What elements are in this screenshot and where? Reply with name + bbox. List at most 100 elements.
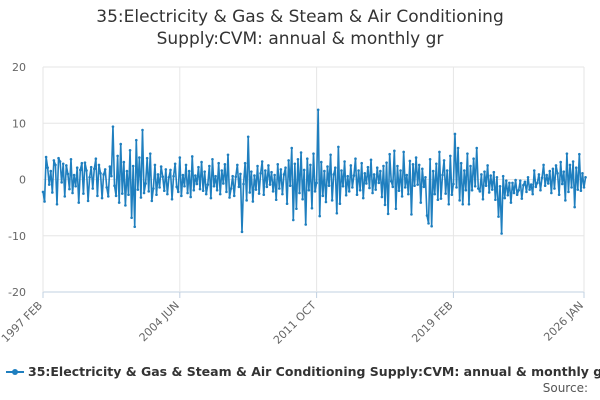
data-point[interactable] [217, 161, 220, 165]
data-point[interactable] [584, 175, 587, 179]
data-point[interactable] [200, 160, 203, 164]
data-point[interactable] [215, 188, 219, 192]
data-point[interactable] [529, 183, 533, 186]
data-point[interactable] [379, 169, 382, 173]
data-point[interactable] [181, 173, 185, 177]
data-point[interactable] [189, 195, 192, 199]
data-point[interactable] [354, 157, 357, 160]
data-point[interactable] [579, 189, 583, 193]
data-point[interactable] [288, 184, 292, 187]
data-point[interactable] [391, 185, 395, 189]
data-point[interactable] [248, 191, 252, 194]
data-point[interactable] [351, 186, 354, 189]
data-point[interactable] [338, 202, 342, 205]
data-point[interactable] [124, 204, 127, 207]
data-point[interactable] [82, 192, 85, 195]
data-point[interactable] [433, 192, 437, 196]
data-point[interactable] [531, 192, 534, 196]
data-point[interactable] [246, 135, 250, 139]
data-point[interactable] [206, 183, 210, 186]
data-point[interactable] [77, 201, 81, 204]
data-point[interactable] [194, 174, 197, 177]
data-point[interactable] [186, 191, 189, 195]
data-point[interactable] [551, 167, 555, 171]
data-point[interactable] [234, 175, 238, 178]
data-point[interactable] [517, 188, 521, 192]
data-point[interactable] [484, 184, 488, 187]
data-point[interactable] [554, 164, 558, 167]
data-point[interactable] [498, 184, 502, 188]
data-point[interactable] [68, 187, 71, 191]
data-point[interactable] [310, 206, 314, 210]
data-point[interactable] [110, 174, 113, 178]
data-point[interactable] [536, 181, 539, 185]
data-point[interactable] [106, 195, 110, 198]
data-point[interactable] [214, 174, 217, 178]
data-point[interactable] [377, 181, 381, 185]
data-point[interactable] [346, 174, 350, 178]
data-point[interactable] [410, 213, 413, 216]
data-point[interactable] [284, 166, 287, 169]
data-point[interactable] [51, 191, 54, 194]
data-point[interactable] [128, 148, 132, 152]
data-point[interactable] [133, 225, 137, 229]
data-point[interactable] [444, 192, 447, 195]
data-point[interactable] [365, 182, 368, 185]
data-point[interactable] [546, 182, 550, 185]
data-point[interactable] [267, 164, 270, 167]
data-point[interactable] [483, 170, 486, 173]
data-point[interactable] [571, 160, 575, 163]
data-point[interactable] [72, 173, 76, 177]
data-point[interactable] [369, 158, 373, 162]
data-point[interactable] [209, 196, 213, 200]
data-point[interactable] [385, 161, 388, 164]
data-point[interactable] [108, 165, 112, 168]
data-point[interactable] [183, 184, 186, 188]
data-point[interactable] [509, 201, 513, 204]
data-point[interactable] [574, 166, 578, 169]
data-point[interactable] [232, 194, 236, 198]
data-point[interactable] [341, 184, 345, 188]
data-point[interactable] [511, 181, 514, 185]
data-point[interactable] [43, 200, 46, 203]
data-point[interactable] [421, 167, 424, 171]
data-point[interactable] [472, 157, 475, 160]
data-point[interactable] [93, 167, 96, 171]
data-point[interactable] [335, 211, 339, 215]
data-point[interactable] [65, 164, 68, 167]
data-point[interactable] [243, 161, 247, 165]
data-point[interactable] [413, 184, 416, 187]
data-point[interactable] [557, 193, 561, 196]
data-point[interactable] [178, 156, 182, 159]
data-point[interactable] [450, 193, 454, 196]
data-point[interactable] [318, 214, 322, 218]
data-point[interactable] [176, 190, 180, 194]
data-point[interactable] [103, 168, 107, 171]
data-point[interactable] [144, 182, 147, 185]
data-point[interactable] [576, 188, 580, 191]
data-point[interactable] [281, 192, 284, 196]
data-point[interactable] [170, 197, 174, 201]
data-point[interactable] [313, 190, 317, 193]
data-point[interactable] [197, 165, 200, 169]
data-point[interactable] [537, 173, 541, 176]
data-point[interactable] [467, 202, 471, 206]
legend[interactable]: 35:Electricity & Gas & Steam & Air Condi… [6, 364, 600, 379]
data-point[interactable] [99, 172, 102, 175]
data-point[interactable] [259, 172, 262, 175]
data-point[interactable] [282, 173, 286, 176]
data-point[interactable] [382, 164, 385, 168]
data-point[interactable] [333, 166, 337, 169]
data-point[interactable] [455, 186, 458, 189]
data-point[interactable] [427, 222, 430, 225]
data-point[interactable] [268, 183, 272, 186]
data-point[interactable] [476, 187, 480, 190]
data-point[interactable] [393, 149, 396, 153]
data-point[interactable] [237, 185, 241, 189]
data-point[interactable] [44, 155, 48, 159]
data-point[interactable] [142, 191, 146, 195]
data-point[interactable] [69, 157, 73, 161]
data-point[interactable] [46, 166, 49, 169]
data-point[interactable] [250, 170, 253, 173]
data-point[interactable] [240, 230, 244, 234]
